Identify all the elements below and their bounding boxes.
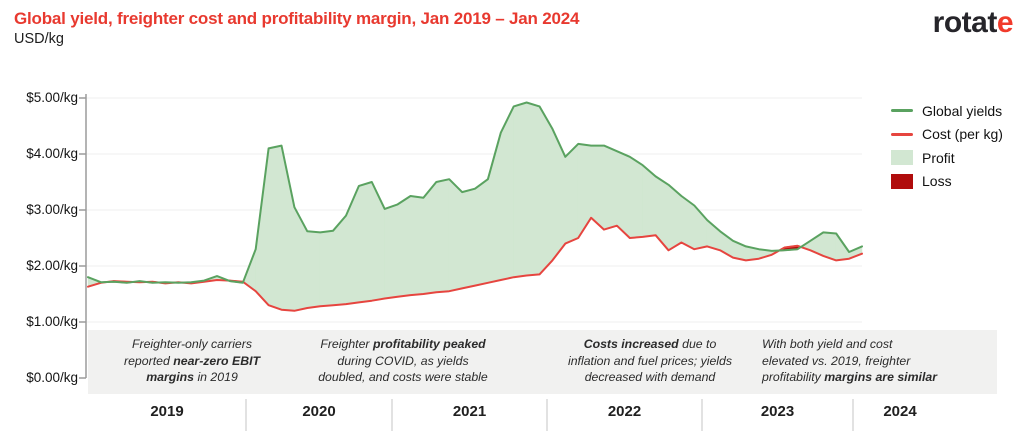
annotation-3: Costs increased due to inflation and fuel… xyxy=(543,336,757,386)
legend-label: Profit xyxy=(922,149,955,166)
x-tick-label-2020: 2020 xyxy=(302,403,336,420)
logo-accent: e xyxy=(996,6,1014,39)
annotation-text-run: during COVID, as yields xyxy=(337,353,469,368)
y-tick-label: $2.00/kg xyxy=(26,258,78,273)
rotate-logo: rotate xyxy=(932,6,1014,40)
annotation-text-run: margins xyxy=(146,370,195,384)
annotation-text-run: Freighter-only carriers xyxy=(131,337,253,351)
annotation-4: With both yield and cost elevated vs. 201… xyxy=(762,336,998,386)
x-tick-label-2021: 2021 xyxy=(452,403,487,420)
annotation-text-run: reported xyxy=(124,353,174,368)
chart-title: Global yield, freighter cost and profita… xyxy=(14,9,580,28)
annotation-text-run: decreased with demand xyxy=(584,370,716,384)
logo-text: rotat xyxy=(932,6,998,39)
x-tick-label-2019: 2019 xyxy=(150,403,184,420)
legend-label: Global yields xyxy=(922,102,1003,119)
yield-line xyxy=(87,101,863,284)
y-tick-label: $5.00/kg xyxy=(26,90,78,105)
y-tick-label: $3.00/kg xyxy=(26,202,78,217)
annotation-text-run: profitability xyxy=(762,370,825,384)
x-tick-label-2024: 2024 xyxy=(883,403,917,420)
annotation-band xyxy=(88,330,997,394)
legend-item-loss: Loss xyxy=(891,170,1003,194)
legend-item-global-yields: Global yields xyxy=(891,99,1003,123)
x-tick-label-2023: 2023 xyxy=(760,403,795,420)
annotation-text-run: in 2019 xyxy=(194,370,238,384)
annotation-text-run: profitability peaked xyxy=(372,337,486,351)
annotation-2: Freighter profitability peaked during COV… xyxy=(300,336,506,386)
chart-subtitle: USD/kg xyxy=(14,31,64,47)
annotation-1: Freighter-only carriers reported near-zer… xyxy=(96,336,288,386)
annotation-text-run: inflation and fuel prices; yields xyxy=(567,353,733,368)
legend-label: Cost (per kg) xyxy=(922,126,1003,143)
chart-legend: Global yields Cost (per kg) Profit Loss xyxy=(891,99,1003,193)
legend-line-swatch xyxy=(891,109,913,113)
legend-item-cost-per-kg-: Cost (per kg) xyxy=(891,123,1003,147)
y-tick-label: $1.00/kg xyxy=(26,314,78,329)
annotation-text-run: Costs increased xyxy=(583,337,679,351)
annotation-text-run: Freighter xyxy=(320,337,373,351)
annotation-text-run: elevated vs. 2019, freighter xyxy=(762,353,911,368)
annotation-text-run: margins are similar xyxy=(824,370,937,384)
legend-area-swatch xyxy=(891,173,913,189)
legend-line-swatch xyxy=(891,132,913,136)
x-tick-label-2022: 2022 xyxy=(607,403,642,420)
legend-label: Loss xyxy=(922,173,952,190)
y-tick-label: $4.00/kg xyxy=(26,146,78,161)
annotation-text-run: near-zero EBIT xyxy=(173,353,260,368)
annotation-text-run: With both yield and cost xyxy=(762,337,893,351)
annotation-text-run: doubled, and costs were stable xyxy=(318,370,488,384)
legend-area-swatch xyxy=(891,150,913,166)
annotation-text-run: due to xyxy=(678,337,717,351)
legend-item-profit: Profit xyxy=(891,146,1003,170)
cost-line xyxy=(87,216,863,312)
y-tick-label: $0.00/kg xyxy=(26,370,78,385)
